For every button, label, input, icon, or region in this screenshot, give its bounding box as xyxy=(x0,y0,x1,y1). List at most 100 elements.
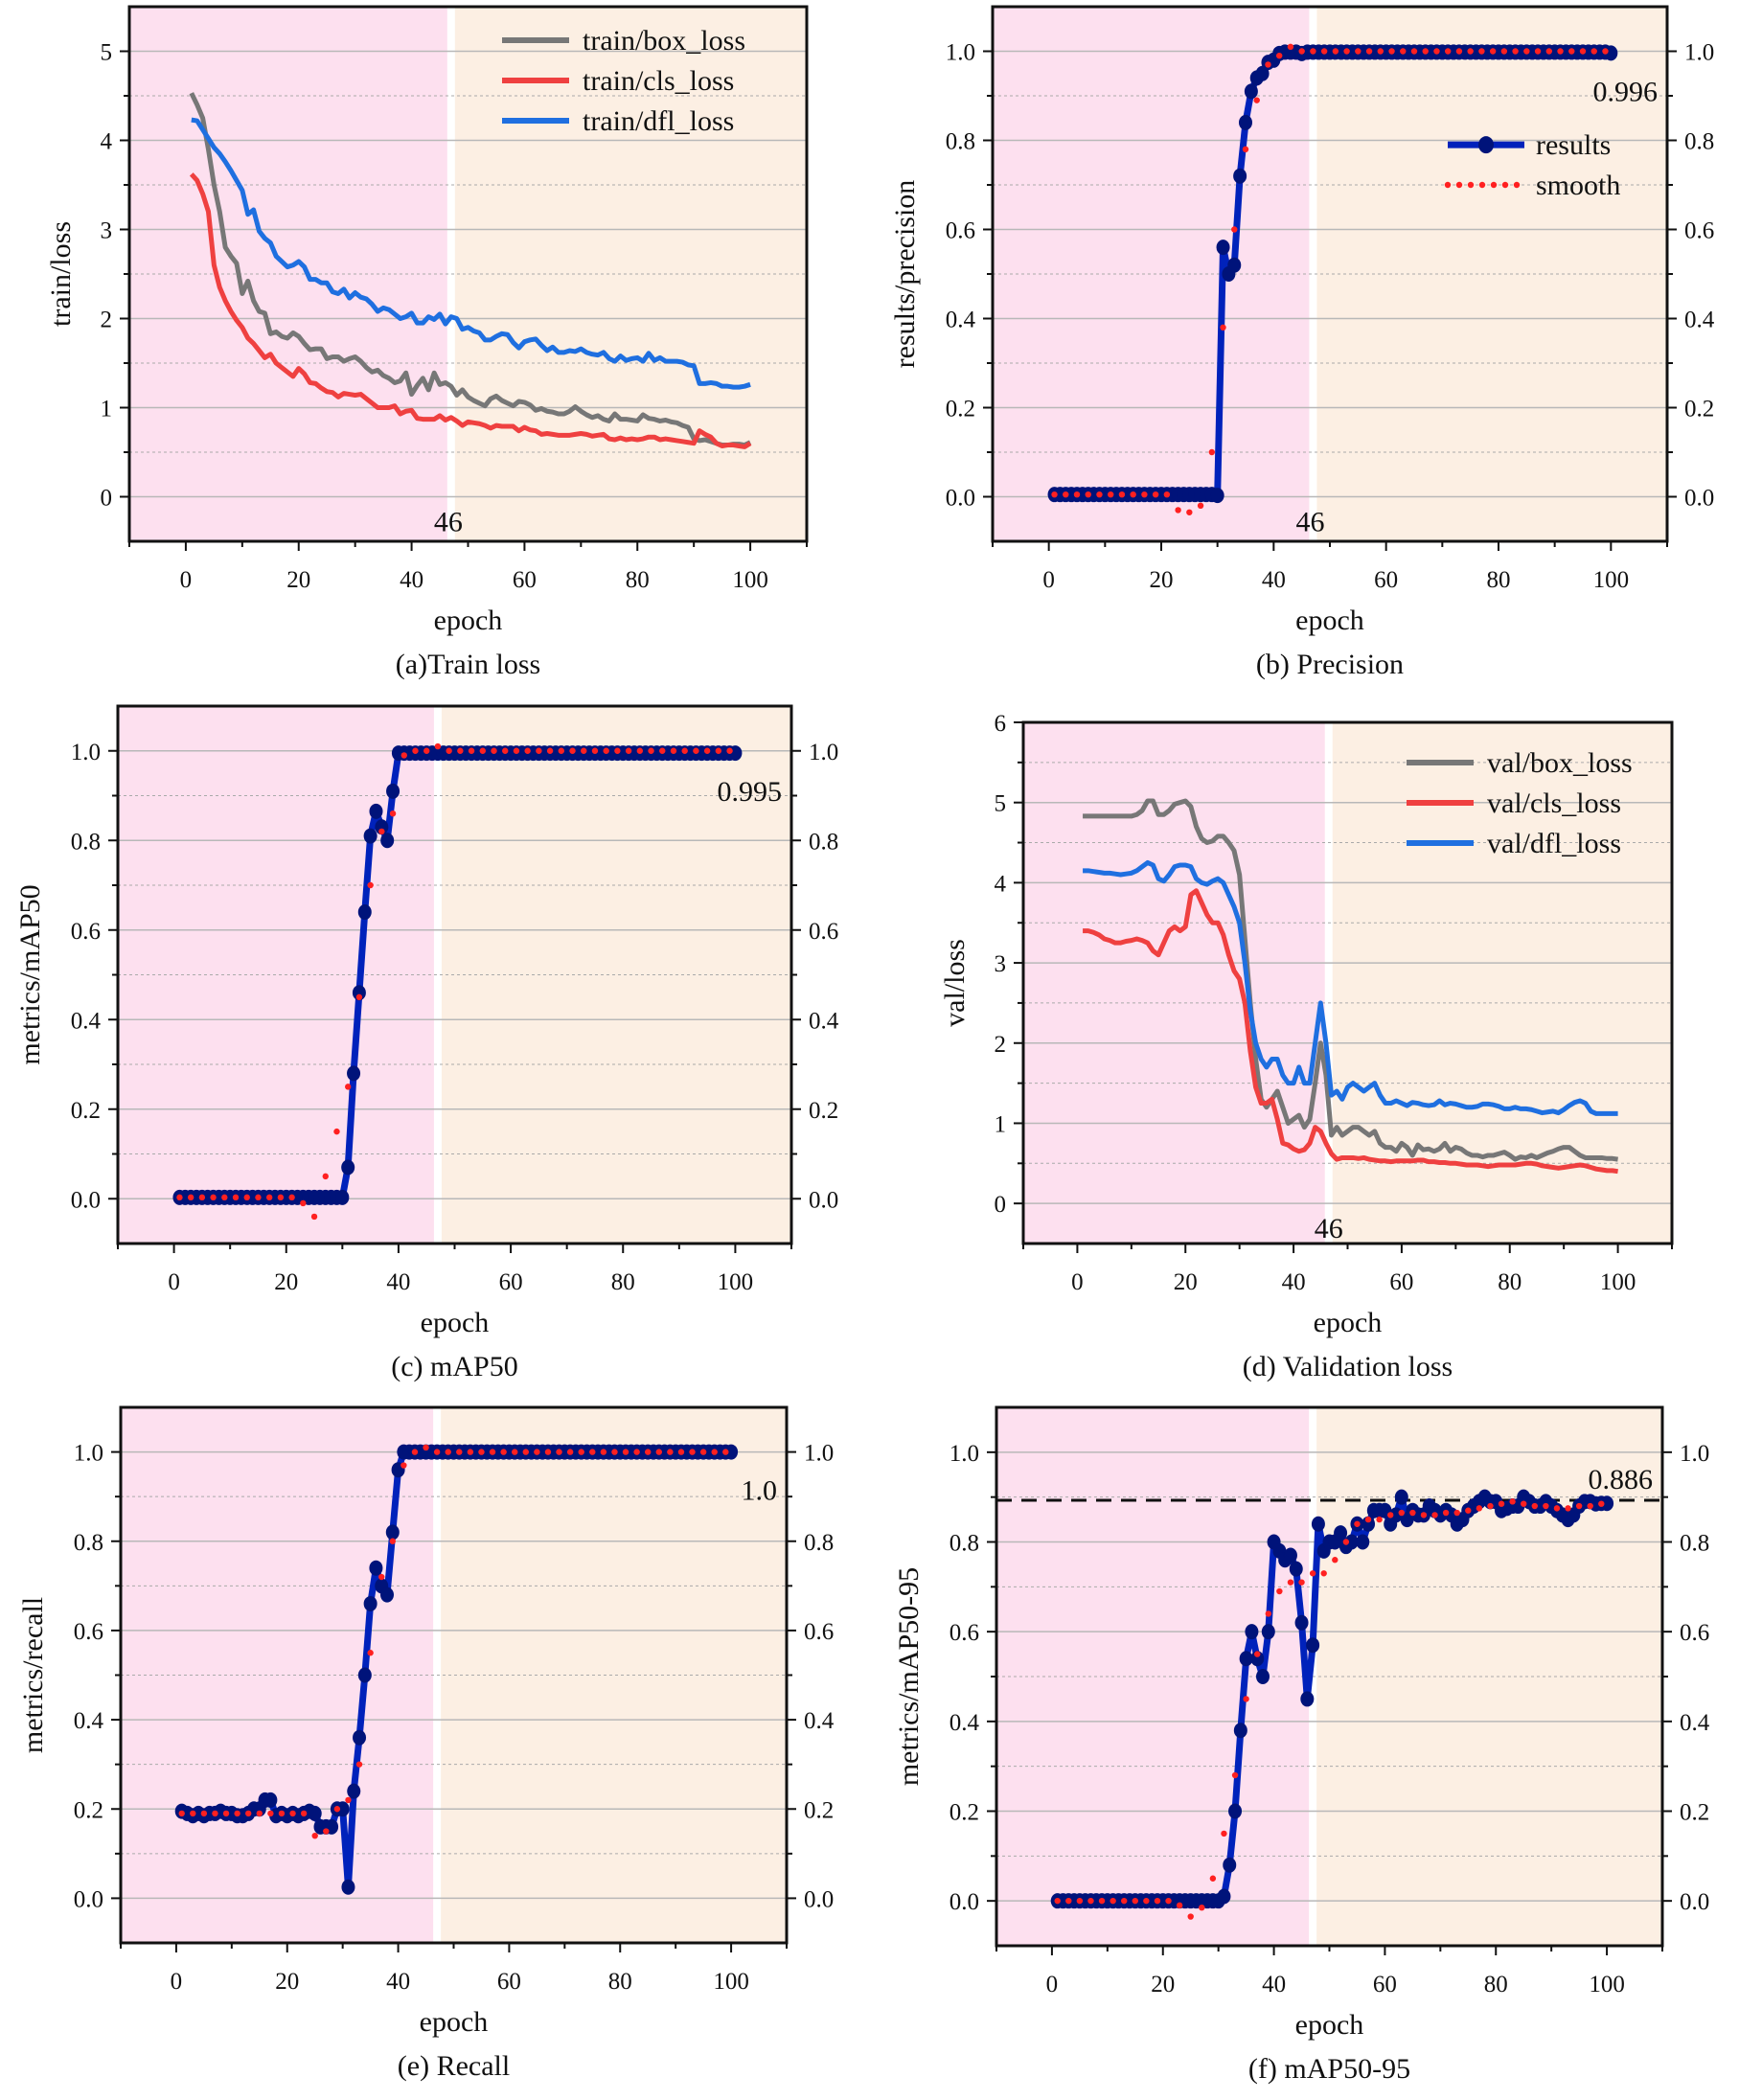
x-tick-label: 20 xyxy=(274,1269,298,1295)
x-tick-label: 80 xyxy=(1484,1972,1508,1997)
smooth-point xyxy=(558,747,565,754)
smooth-point xyxy=(1320,1570,1327,1577)
x-tick-label: 0 xyxy=(168,1269,180,1295)
right-y-tick-label: 0.6 xyxy=(1680,1620,1709,1646)
smooth-point xyxy=(536,747,542,754)
x-tick-label: 0 xyxy=(1046,1972,1059,1997)
y-tick-label: 4 xyxy=(101,129,113,155)
y-tick-label: 0.2 xyxy=(71,1098,101,1124)
subplot-caption: (d) Validation loss xyxy=(1243,1351,1453,1382)
smooth-point xyxy=(1465,1507,1472,1514)
smooth-point xyxy=(412,747,419,754)
legend-item: train/box_loss xyxy=(502,25,745,57)
chart-panel-a: 0 20 40 60 80 100 0 1 2 3 4 5 epoch train/loss (a)Trai… xyxy=(45,5,809,680)
smooth-point xyxy=(355,1761,363,1768)
x-axis-label: epoch xyxy=(420,2006,489,2038)
smooth-point xyxy=(1051,491,1058,498)
smooth-point xyxy=(544,1449,552,1455)
right-y-tick-label: 0.6 xyxy=(809,919,838,945)
results-point xyxy=(347,1065,361,1082)
smooth-point xyxy=(1208,448,1216,456)
smooth-point xyxy=(566,1449,574,1455)
right-y-tick-label: 0.2 xyxy=(809,1098,838,1124)
x-tick-label: 20 xyxy=(1150,567,1174,593)
smooth-point xyxy=(670,747,677,754)
right-y-tick-label: 1.0 xyxy=(804,1441,834,1467)
smooth-point xyxy=(1276,52,1283,59)
smooth-point xyxy=(703,747,711,754)
smooth-point xyxy=(677,1449,685,1455)
x-tick-label: 40 xyxy=(1262,567,1286,593)
smooth-point xyxy=(1543,1502,1549,1510)
smooth-point xyxy=(1523,48,1530,55)
x-tick-label: 20 xyxy=(1151,1972,1175,1997)
smooth-point xyxy=(1332,48,1339,55)
smooth-point xyxy=(256,1810,263,1817)
smooth-point xyxy=(556,1449,562,1455)
y-tick-label: 2 xyxy=(101,308,113,333)
right-y-tick-label: 0.0 xyxy=(809,1187,838,1213)
smooth-point xyxy=(1141,491,1148,498)
legend-item: val/box_loss xyxy=(1407,747,1633,779)
smooth-point xyxy=(614,747,621,754)
series-line-train-dfl-loss xyxy=(191,117,751,390)
smooth-point xyxy=(1320,48,1328,55)
smooth-point xyxy=(1376,1516,1383,1523)
smooth-point xyxy=(411,1449,419,1455)
smooth-point xyxy=(389,1538,396,1544)
results-point xyxy=(335,1801,350,1817)
smooth-point xyxy=(433,1449,441,1455)
smooth-point xyxy=(322,1173,329,1180)
legend-smooth-marker xyxy=(1501,181,1509,189)
smooth-point xyxy=(1355,48,1361,55)
results-point xyxy=(385,1524,400,1541)
smooth-point xyxy=(445,1449,451,1455)
right-y-tick-label: 0.0 xyxy=(1680,1889,1709,1915)
smooth-point xyxy=(423,1444,429,1451)
y-tick-label: 0.0 xyxy=(74,1886,103,1912)
smooth-point xyxy=(378,828,385,835)
smooth-point xyxy=(1165,1897,1172,1905)
smooth-point xyxy=(289,1810,296,1817)
y-tick-label: 1.0 xyxy=(74,1441,103,1467)
smooth-point xyxy=(176,1194,183,1201)
smooth-point xyxy=(581,747,587,754)
smooth-point xyxy=(1209,1875,1217,1882)
smooth-point xyxy=(1487,1502,1494,1510)
results-point xyxy=(1255,65,1270,81)
right-y-tick-label: 0.8 xyxy=(804,1530,834,1556)
smooth-point xyxy=(234,1810,240,1817)
smooth-point xyxy=(1076,1897,1084,1905)
smooth-point xyxy=(611,1449,618,1455)
legend-smooth-marker xyxy=(1455,181,1463,189)
smooth-point xyxy=(1309,1570,1316,1577)
smooth-point xyxy=(711,1449,718,1455)
smooth-point xyxy=(1298,1579,1305,1586)
legend-smooth-marker xyxy=(1513,181,1521,189)
results-point xyxy=(1361,1516,1376,1532)
smooth-point xyxy=(1387,1512,1394,1518)
results-point xyxy=(1394,1489,1408,1505)
legend: results smooth xyxy=(1444,129,1620,201)
smooth-point xyxy=(1500,48,1508,55)
smooth-point xyxy=(389,810,397,817)
results-point xyxy=(341,1159,355,1176)
smooth-point xyxy=(512,1449,518,1455)
y-tick-label: 0.2 xyxy=(950,1800,979,1826)
smooth-point xyxy=(1512,48,1519,55)
smooth-point xyxy=(1478,48,1485,55)
results-point xyxy=(1261,1624,1275,1640)
y-tick-label: 0.4 xyxy=(74,1708,104,1734)
y-tick-label: 0.8 xyxy=(950,1531,979,1557)
smooth-point xyxy=(500,1449,507,1455)
x-tick-label: 60 xyxy=(497,1969,521,1995)
results-point xyxy=(363,1595,378,1611)
y-axis-label: metrics/mAP50-95 xyxy=(893,1567,925,1786)
x-tick-label: 60 xyxy=(499,1269,523,1295)
smooth-point xyxy=(1254,1651,1261,1657)
y-tick-label: 1.0 xyxy=(71,740,101,765)
smooth-point xyxy=(600,1449,607,1455)
smooth-point xyxy=(1442,1509,1450,1517)
split-epoch-annotation: 46 xyxy=(1295,507,1324,538)
results-point xyxy=(1233,168,1247,184)
